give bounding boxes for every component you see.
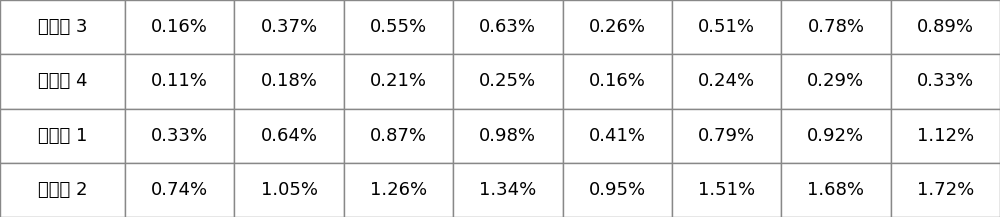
Text: 0.78%: 0.78% <box>807 18 864 36</box>
Text: 0.51%: 0.51% <box>698 18 755 36</box>
Bar <box>672 108 781 163</box>
Bar <box>0 108 125 163</box>
Bar <box>344 108 453 163</box>
Text: 1.12%: 1.12% <box>917 127 974 145</box>
Text: 0.29%: 0.29% <box>807 72 864 90</box>
Bar <box>0 0 125 54</box>
Text: 0.21%: 0.21% <box>370 72 427 90</box>
Text: 对照组 2: 对照组 2 <box>38 181 87 199</box>
Bar <box>125 0 234 54</box>
Bar <box>453 54 562 108</box>
Bar <box>0 54 125 108</box>
Bar <box>453 163 562 217</box>
Bar <box>234 163 344 217</box>
Bar <box>125 54 234 108</box>
Text: 0.33%: 0.33% <box>151 127 208 145</box>
Bar <box>234 108 344 163</box>
Bar <box>562 163 672 217</box>
Bar <box>562 54 672 108</box>
Text: 0.16%: 0.16% <box>151 18 208 36</box>
Text: 0.33%: 0.33% <box>917 72 974 90</box>
Bar <box>891 0 1000 54</box>
Bar <box>562 108 672 163</box>
Text: 对照组 1: 对照组 1 <box>38 127 87 145</box>
Text: 0.89%: 0.89% <box>917 18 974 36</box>
Text: 0.18%: 0.18% <box>261 72 318 90</box>
Text: 0.16%: 0.16% <box>589 72 646 90</box>
Text: 1.72%: 1.72% <box>917 181 974 199</box>
Bar <box>781 108 891 163</box>
Text: 0.25%: 0.25% <box>479 72 536 90</box>
Text: 0.11%: 0.11% <box>151 72 208 90</box>
Text: 0.55%: 0.55% <box>370 18 427 36</box>
Bar <box>672 0 781 54</box>
Bar <box>125 163 234 217</box>
Text: 0.92%: 0.92% <box>807 127 864 145</box>
Text: 实施例 3: 实施例 3 <box>38 18 87 36</box>
Bar <box>344 163 453 217</box>
Bar <box>891 108 1000 163</box>
Bar <box>891 54 1000 108</box>
Bar <box>672 54 781 108</box>
Bar <box>0 163 125 217</box>
Bar <box>125 108 234 163</box>
Text: 1.34%: 1.34% <box>479 181 536 199</box>
Text: 0.63%: 0.63% <box>479 18 536 36</box>
Text: 0.37%: 0.37% <box>260 18 318 36</box>
Bar <box>781 54 891 108</box>
Bar <box>453 108 562 163</box>
Text: 1.05%: 1.05% <box>261 181 318 199</box>
Text: 0.87%: 0.87% <box>370 127 427 145</box>
Bar <box>781 163 891 217</box>
Text: 1.68%: 1.68% <box>807 181 864 199</box>
Text: 0.26%: 0.26% <box>589 18 646 36</box>
Bar <box>562 0 672 54</box>
Text: 0.74%: 0.74% <box>151 181 208 199</box>
Text: 0.95%: 0.95% <box>589 181 646 199</box>
Bar <box>344 0 453 54</box>
Bar <box>453 0 562 54</box>
Text: 0.41%: 0.41% <box>589 127 646 145</box>
Text: 实施例 4: 实施例 4 <box>38 72 87 90</box>
Text: 0.98%: 0.98% <box>479 127 536 145</box>
Bar <box>344 54 453 108</box>
Text: 0.79%: 0.79% <box>698 127 755 145</box>
Bar <box>781 0 891 54</box>
Text: 1.26%: 1.26% <box>370 181 427 199</box>
Bar <box>672 163 781 217</box>
Text: 0.64%: 0.64% <box>261 127 318 145</box>
Text: 1.51%: 1.51% <box>698 181 755 199</box>
Bar <box>234 54 344 108</box>
Text: 0.24%: 0.24% <box>698 72 755 90</box>
Bar <box>234 0 344 54</box>
Bar <box>891 163 1000 217</box>
